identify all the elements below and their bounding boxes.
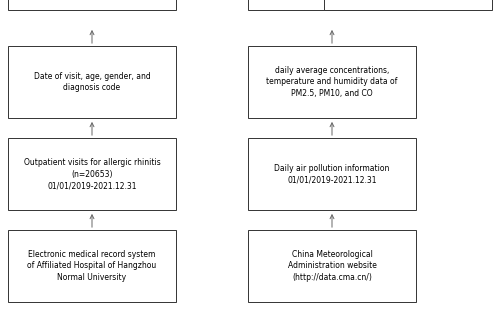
Text: daily average concentrations,
temperature and humidity data of
PM2.5, PM10, and : daily average concentrations, temperatur… [266,66,398,98]
FancyBboxPatch shape [8,46,176,118]
FancyBboxPatch shape [8,138,176,210]
Text: Outpatient visits for allergic rhinitis
(n=20653)
01/01/2019-2021.12.31: Outpatient visits for allergic rhinitis … [24,158,160,190]
Text: China Meteorological
Administration website
(http://data.cma.cn/): China Meteorological Administration webs… [288,250,376,282]
FancyBboxPatch shape [324,0,492,10]
FancyBboxPatch shape [248,46,416,118]
FancyBboxPatch shape [8,0,176,10]
Text: Electronic medical record system
of Affiliated Hospital of Hangzhou
Normal Unive: Electronic medical record system of Affi… [28,250,156,282]
FancyBboxPatch shape [248,138,416,210]
FancyBboxPatch shape [248,230,416,302]
FancyBboxPatch shape [248,0,416,10]
FancyBboxPatch shape [8,230,176,302]
Text: Date of visit, age, gender, and
diagnosis code: Date of visit, age, gender, and diagnosi… [34,72,150,92]
Text: Daily air pollution information
01/01/2019-2021.12.31: Daily air pollution information 01/01/20… [274,164,390,184]
